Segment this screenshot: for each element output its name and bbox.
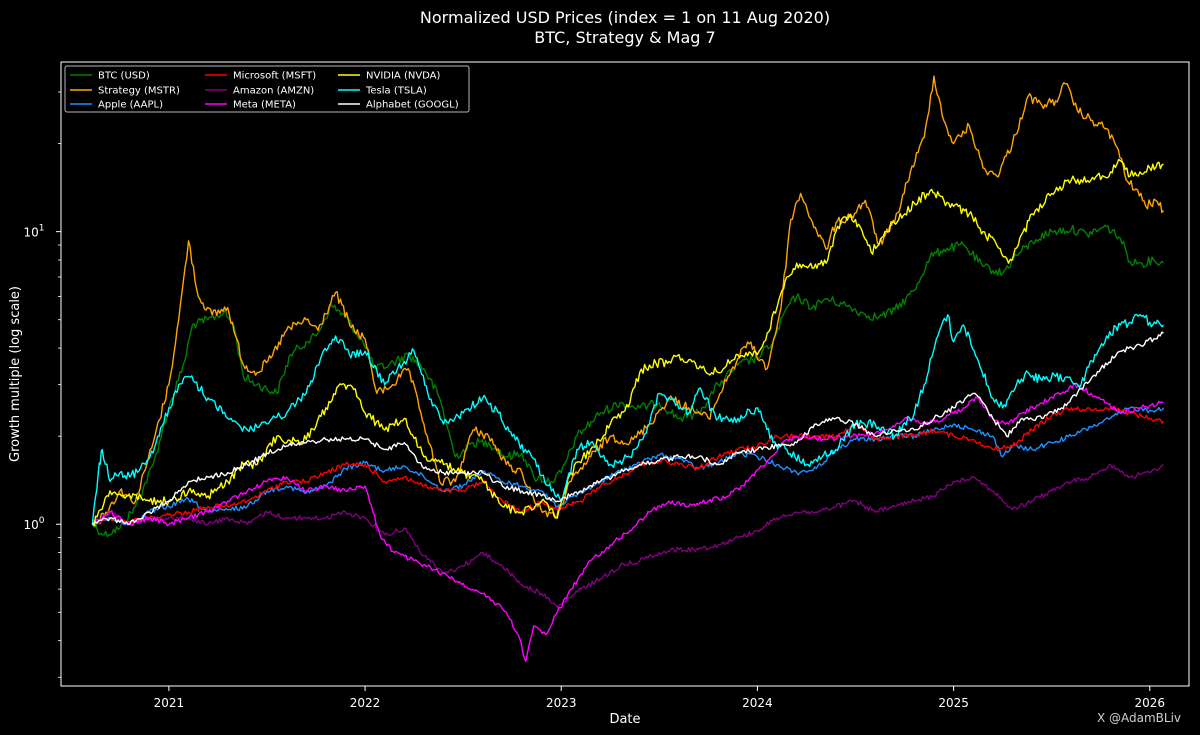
legend-label-microsoft-msft: Microsoft (MSFT) (233, 71, 316, 82)
x-tick-label: 2023 (546, 696, 577, 710)
series-line-strategy-mstr (91, 75, 1165, 527)
series-line-meta-meta (91, 383, 1164, 662)
legend-label-strategy-mstr: Strategy (MSTR) (98, 86, 180, 97)
y-tick-label: 100 (23, 516, 44, 532)
plot-frame (60, 61, 1190, 687)
legend-label-amazon-amzn: Amazon (AMZN) (233, 86, 314, 97)
chart-title: Normalized USD Prices (index = 1 on 11 A… (420, 8, 830, 27)
chart-subtitle: BTC, Strategy & Mag 7 (534, 28, 715, 47)
series-line-amazon-amzn (91, 463, 1164, 608)
legend-label-apple-aapl: Apple (AAPL) (98, 100, 163, 111)
x-axis: 2021 2022 2023 2024 2025 2026 (154, 686, 1165, 710)
legend-label-nvidia-nvda: NVIDIA (NVDA) (366, 71, 441, 82)
series-line-nvidia-nvda (91, 158, 1164, 527)
legend-label-btc-usd: BTC (USD) (98, 71, 150, 82)
x-tick-label: 2021 (154, 696, 185, 710)
series-line-tesla-tsla (91, 313, 1165, 525)
y-tick-label: 101 (23, 224, 44, 240)
x-axis-label: Date (609, 712, 640, 727)
series-line-alphabet-googl (92, 331, 1164, 525)
series-line-btc-usd (91, 224, 1165, 538)
x-tick-label: 2025 (938, 696, 969, 710)
y-axis: 100 101 (23, 91, 61, 678)
legend-label-alphabet-googl: Alphabet (GOOGL) (366, 100, 459, 111)
y-axis-label: Growth multiple (log scale) (8, 286, 23, 462)
x-tick-label: 2022 (350, 696, 381, 710)
x-tick-label: 2026 (1134, 696, 1165, 710)
legend: BTC (USD) Strategy (MSTR) Apple (AAPL) Micr… (64, 65, 470, 113)
series-lines (91, 75, 1165, 662)
legend-box (64, 65, 470, 113)
legend-label-tesla-tsla: Tesla (TSLA) (365, 86, 427, 97)
x-tick-label: 2024 (742, 696, 773, 710)
legend-label-meta-meta: Meta (META) (233, 100, 296, 111)
series-line-microsoft-msft (91, 406, 1165, 525)
credit-text: X @AdamBLiv (1097, 711, 1181, 725)
